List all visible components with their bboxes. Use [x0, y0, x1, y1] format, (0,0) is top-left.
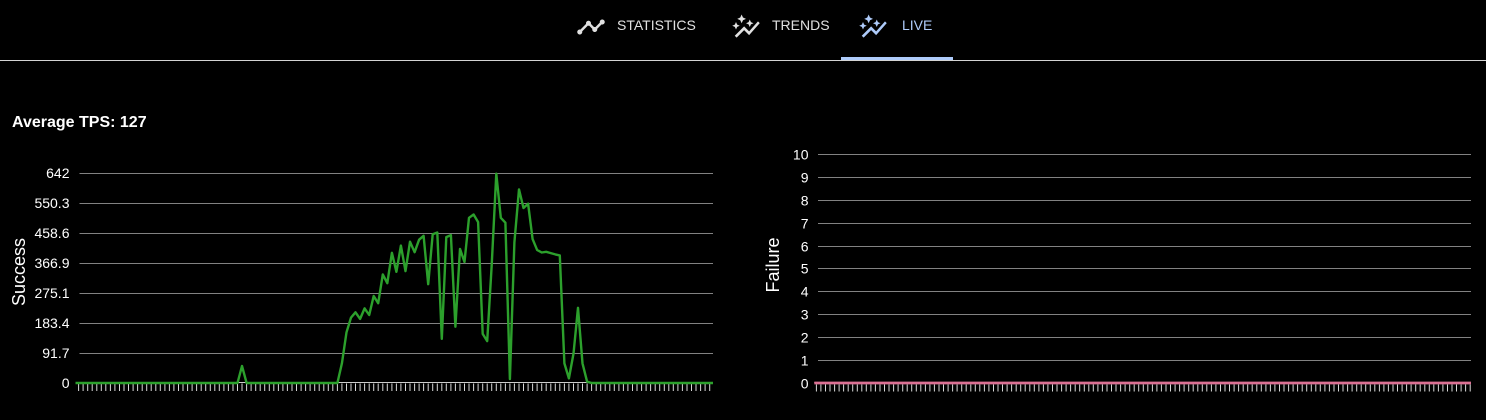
svg-text:0: 0 [62, 375, 70, 391]
svg-text:Failure: Failure [763, 237, 783, 292]
svg-text:2: 2 [801, 330, 809, 346]
svg-text:Success: Success [9, 238, 29, 306]
svg-text:8: 8 [801, 193, 809, 209]
svg-text:10: 10 [793, 147, 809, 163]
svg-text:275.1: 275.1 [34, 285, 69, 301]
svg-text:5: 5 [801, 261, 809, 277]
svg-text:183.4: 183.4 [34, 315, 69, 331]
svg-text:458.6: 458.6 [34, 225, 69, 241]
svg-text:3: 3 [801, 307, 809, 323]
svg-text:6: 6 [801, 239, 809, 255]
svg-text:7: 7 [801, 216, 809, 232]
svg-text:9: 9 [801, 170, 809, 186]
svg-text:4: 4 [801, 284, 809, 300]
svg-text:366.9: 366.9 [34, 255, 69, 271]
svg-text:642: 642 [46, 165, 70, 181]
svg-text:550.3: 550.3 [34, 195, 69, 211]
svg-text:91.7: 91.7 [42, 345, 69, 361]
svg-text:0: 0 [801, 376, 809, 392]
svg-text:1: 1 [801, 353, 809, 369]
